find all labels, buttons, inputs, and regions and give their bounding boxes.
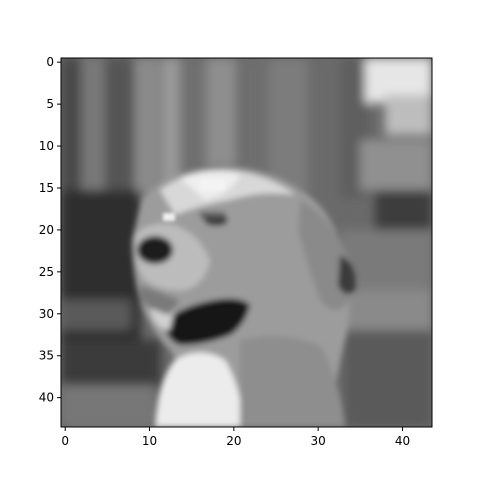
y-tick-label: 0 bbox=[46, 55, 54, 69]
x-tick-label: 40 bbox=[395, 434, 410, 448]
y-tick-label: 35 bbox=[39, 349, 54, 363]
x-tick-label: 10 bbox=[142, 434, 157, 448]
y-tick-label: 15 bbox=[39, 181, 54, 195]
y-tick-label: 40 bbox=[39, 391, 54, 405]
dog-photo-image bbox=[61, 58, 432, 427]
x-tick-label: 20 bbox=[226, 434, 241, 448]
y-tick-label: 30 bbox=[39, 307, 54, 321]
y-tick-label: 10 bbox=[39, 139, 54, 153]
x-tick-label: 30 bbox=[311, 434, 326, 448]
y-axis: 0 5 10 15 20 25 30 35 40 bbox=[39, 55, 61, 404]
y-tick-label: 5 bbox=[46, 97, 54, 111]
x-axis: 0 10 20 30 40 bbox=[61, 427, 410, 448]
y-tick-label: 25 bbox=[39, 265, 54, 279]
y-tick-label: 20 bbox=[39, 223, 54, 237]
x-tick-label: 0 bbox=[61, 434, 69, 448]
